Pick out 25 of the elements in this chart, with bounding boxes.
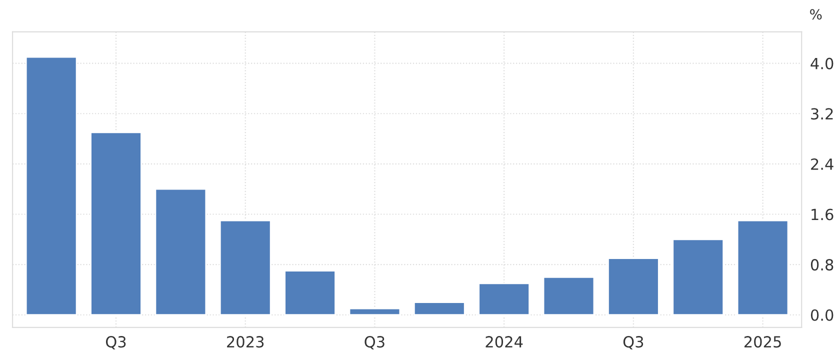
- bar: [608, 258, 660, 316]
- bar: [154, 188, 207, 316]
- y-tick-label: 0.0: [810, 309, 834, 321]
- y-tick-label: 1.6: [812, 208, 834, 220]
- bar: [736, 220, 789, 316]
- bar: [284, 270, 336, 316]
- x-tick-label: Q3: [623, 336, 644, 350]
- x-tick-label: Q3: [364, 336, 384, 350]
- bar: [542, 276, 595, 316]
- y-axis-title: %: [810, 9, 822, 20]
- y-tick-label: 3.2: [811, 108, 833, 120]
- bar: [478, 282, 530, 316]
- x-tick-label: Q3: [106, 336, 126, 350]
- y-tick-label: 2.4: [811, 158, 834, 170]
- bar: [672, 238, 724, 316]
- bar: [348, 308, 401, 316]
- x-tick-label: 2023: [227, 336, 264, 348]
- x-tick-label: 2024: [486, 336, 523, 348]
- x-tick-label: 2025: [744, 336, 781, 348]
- bar: [219, 220, 272, 316]
- bar: [90, 132, 142, 316]
- bar: [413, 302, 466, 316]
- y-tick-label: 0.8: [810, 259, 834, 271]
- bar: [25, 56, 78, 316]
- y-tick-label: 4.0: [810, 58, 834, 70]
